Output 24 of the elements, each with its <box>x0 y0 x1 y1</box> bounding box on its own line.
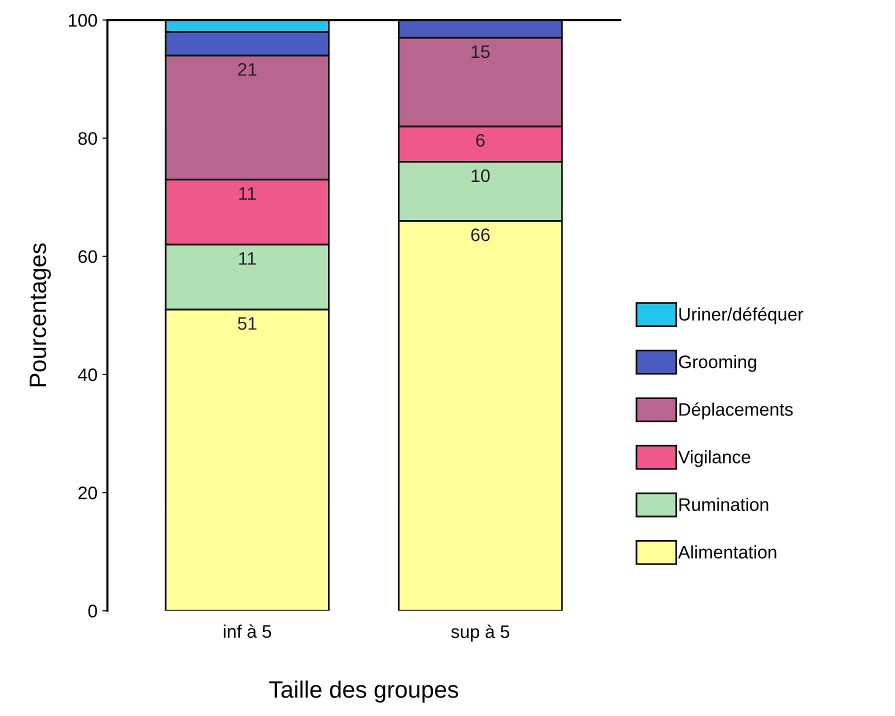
data-label: 11 <box>239 252 256 265</box>
y-tick-label: 40 <box>78 368 97 382</box>
legend-label: Uriner/déféquer <box>679 307 804 324</box>
y-tick-label: 100 <box>68 14 97 27</box>
legend-label: Rumination <box>679 498 768 511</box>
x-tick-label: inf à 5 <box>224 624 272 638</box>
data-label: 21 <box>238 63 256 76</box>
legend-label: Déplacements <box>679 402 793 420</box>
legend-label: Alimentation <box>678 545 776 559</box>
data-label: 11 <box>239 187 256 200</box>
legend-label: Vigilance <box>678 450 750 467</box>
x-axis-title: Taille des groupes <box>269 680 458 703</box>
y-axis-title: Pourcentages <box>30 243 51 386</box>
y-tick-label: 60 <box>78 250 97 264</box>
data-label: 6 <box>476 134 485 147</box>
data-label: 15 <box>472 46 490 58</box>
y-tick-label: 20 <box>78 486 97 500</box>
data-label: 66 <box>471 228 490 242</box>
data-label: 10 <box>472 169 490 182</box>
x-tick-label: sup à 5 <box>451 624 510 642</box>
y-tick-label: 80 <box>78 132 97 145</box>
y-tick-label: 0 <box>88 604 97 618</box>
legend-label: Grooming <box>678 355 756 372</box>
data-label: 51 <box>238 317 256 330</box>
